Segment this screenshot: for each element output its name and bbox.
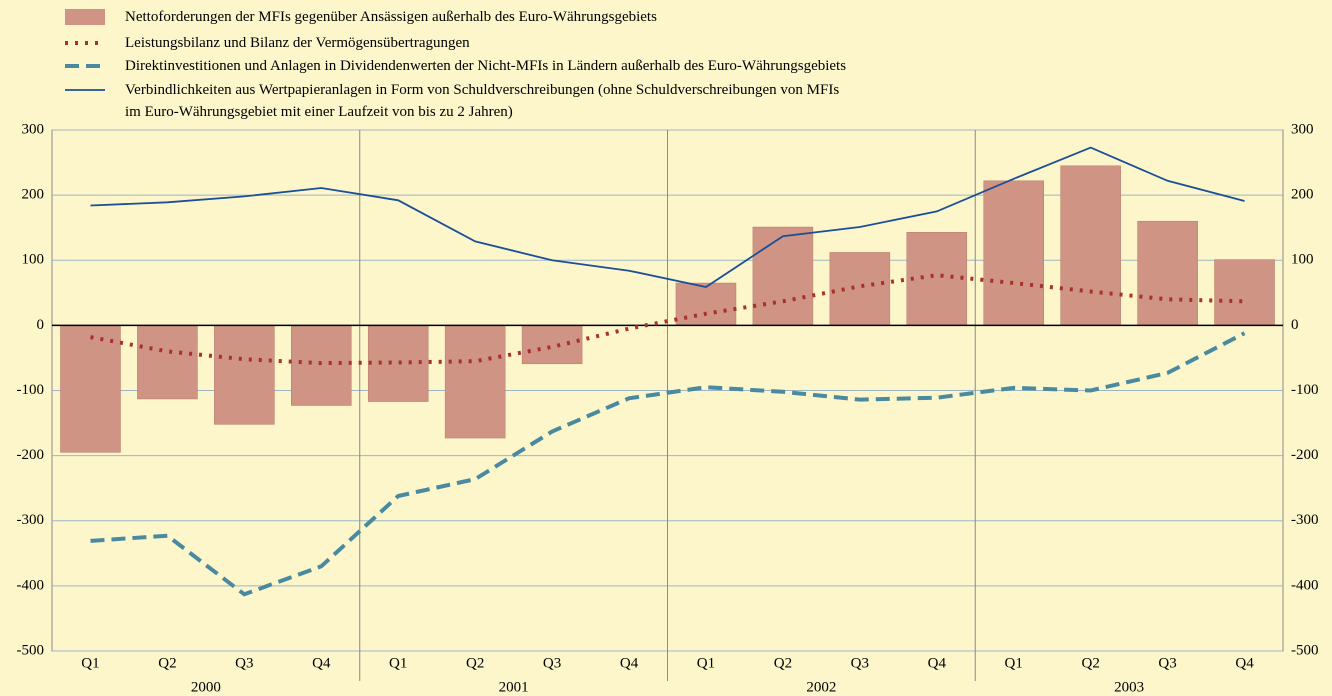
x-tick-label: Q3: [235, 655, 253, 671]
bar: [983, 180, 1044, 326]
bar: [521, 325, 583, 365]
bar: [444, 325, 506, 439]
year-label: 2000: [191, 679, 221, 695]
y-tick-label: 100: [22, 252, 45, 268]
y2-tick-label: 0: [1291, 317, 1299, 333]
y2-tick-label: -100: [1291, 382, 1319, 398]
y-tick-label: -500: [17, 642, 45, 658]
x-tick-label: Q4: [620, 655, 639, 671]
y-tick-label: -400: [17, 577, 45, 593]
y2-tick-label: -500: [1291, 642, 1319, 658]
x-tick-label: Q3: [1158, 655, 1176, 671]
line-series: [90, 331, 1246, 597]
x-tick-label: Q4: [312, 655, 331, 671]
y-tick-label: 0: [37, 317, 45, 333]
y2-tick-label: -300: [1291, 512, 1319, 528]
y2-tick-label: -400: [1291, 577, 1319, 593]
bar: [752, 226, 814, 326]
x-tick-label: Q3: [543, 655, 561, 671]
y2-tick-label: 300: [1291, 121, 1314, 137]
bar: [829, 252, 891, 326]
y-tick-label: 200: [22, 187, 45, 203]
x-tick-label: Q4: [1235, 655, 1254, 671]
bar: [60, 325, 121, 453]
x-tick-label: Q1: [389, 655, 407, 671]
year-label: 2003: [1114, 679, 1144, 695]
x-tick-label: Q2: [466, 655, 484, 671]
y-tick-label: -300: [17, 512, 45, 528]
legend-label: Verbindlichkeiten aus Wertpapieranlagen …: [125, 82, 840, 120]
year-label: 2001: [499, 679, 529, 695]
y2-tick-label: 100: [1291, 252, 1314, 268]
x-tick-label: Q3: [851, 655, 869, 671]
y-tick-label: 300: [22, 121, 45, 137]
line-series: [90, 273, 1245, 366]
bar: [1214, 259, 1275, 326]
bar: [367, 325, 429, 402]
x-tick-label: Q1: [697, 655, 715, 671]
y-tick-label: -100: [17, 382, 45, 398]
x-tick-label: Q2: [158, 655, 176, 671]
bar: [137, 325, 198, 400]
legend-label: Nettoforderungen der MFIs gegenüber Ansä…: [125, 9, 657, 25]
y2-tick-label: -200: [1291, 447, 1319, 463]
legend-label: Direktinvestitionen und Anlagen in Divid…: [125, 58, 847, 74]
y-tick-label: -200: [17, 447, 45, 463]
bar: [214, 325, 275, 425]
x-tick-label: Q2: [774, 655, 792, 671]
year-label: 2002: [806, 679, 836, 695]
bar: [291, 325, 352, 406]
line-series: [90, 146, 1245, 288]
bar: [1137, 220, 1198, 326]
y2-tick-label: 200: [1291, 187, 1314, 203]
bar: [1060, 165, 1121, 326]
x-tick-label: Q1: [81, 655, 99, 671]
x-tick-label: Q4: [928, 655, 947, 671]
legend-label: Leistungsbilanz und Bilanz der Vermögens…: [125, 35, 470, 51]
legend-swatch: [65, 9, 105, 25]
x-tick-label: Q2: [1081, 655, 1099, 671]
bar: [906, 231, 968, 326]
x-tick-label: Q1: [1005, 655, 1023, 671]
